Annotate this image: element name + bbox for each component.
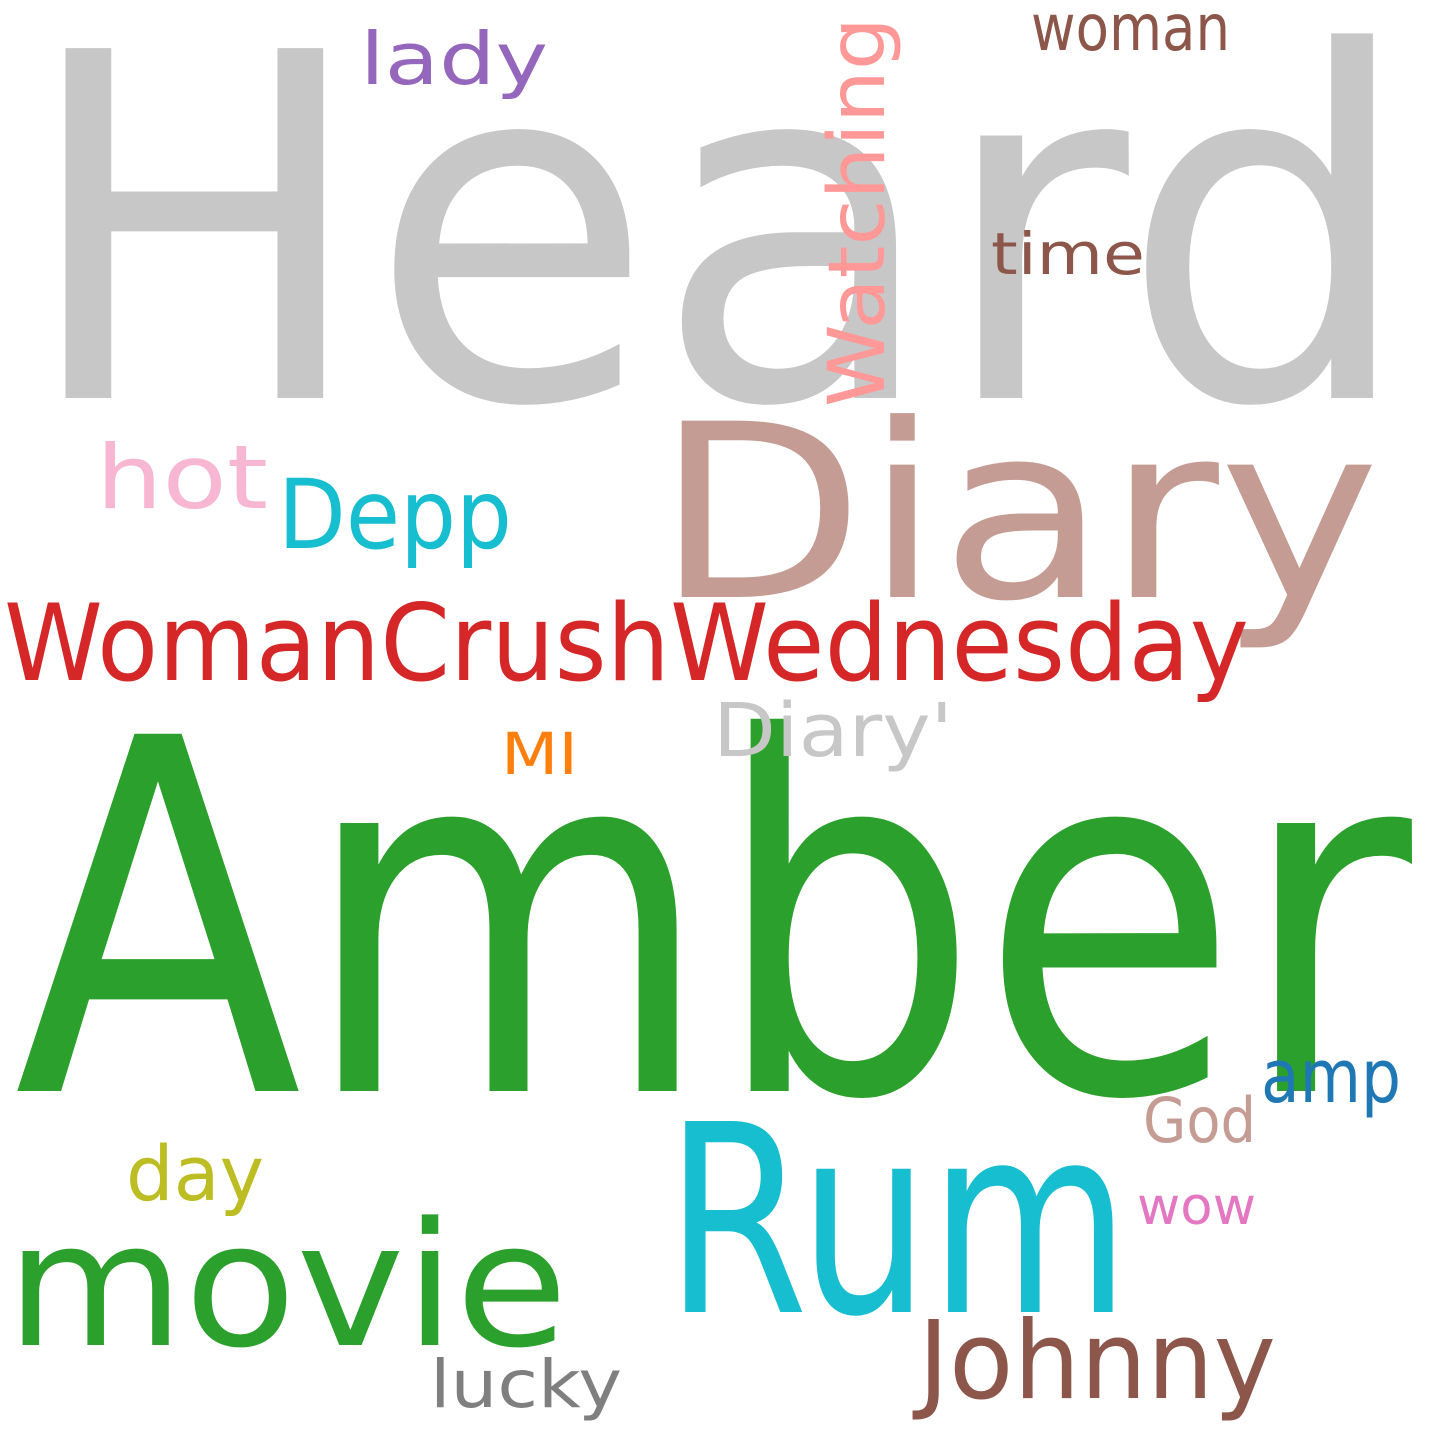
word-hot: hot <box>96 426 268 529</box>
word-diary: Diary <box>655 373 1380 655</box>
word-mi: MI <box>501 720 578 788</box>
word-rum: Rum <box>665 1069 1130 1374</box>
word-lucky: lucky <box>430 1346 622 1423</box>
word-diary-quote: Diary' <box>713 688 953 774</box>
word-amp: amp <box>1261 1034 1401 1120</box>
word-heard: Heard <box>20 0 1415 512</box>
word-johnny: Johnny <box>912 1299 1276 1424</box>
word-womancrushwednesday: WomanCrushWednesday <box>4 582 1249 705</box>
word-amber: Amber <box>14 636 1417 1207</box>
word-watching: Watching <box>813 17 903 407</box>
word-movie: movie <box>6 1185 568 1386</box>
word-woman: woman <box>1031 0 1230 66</box>
word-lady: lady <box>360 17 548 101</box>
word-depp: Depp <box>278 459 512 571</box>
word-wow: wow <box>1137 1177 1256 1237</box>
word-god: God <box>1143 1084 1256 1157</box>
word-day: day <box>126 1129 264 1218</box>
word-time: time <box>991 220 1145 288</box>
